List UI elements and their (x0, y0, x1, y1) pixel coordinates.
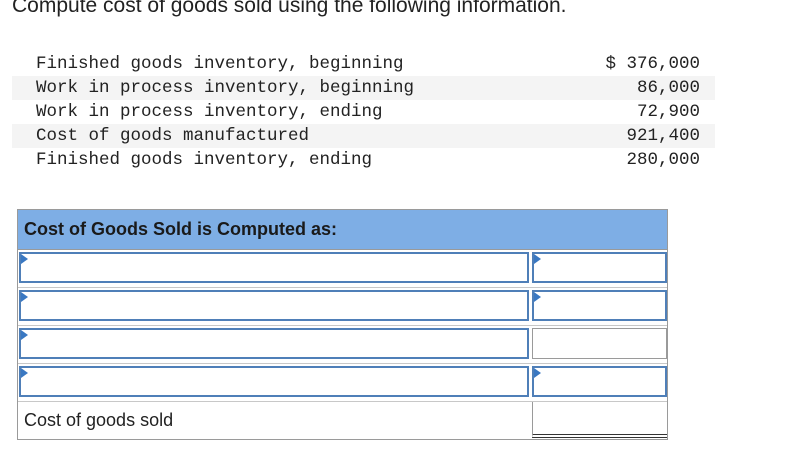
info-label: Work in process inventory, beginning (36, 78, 415, 98)
info-row: Finished goods inventory, beginning $ 376… (12, 52, 715, 76)
input-row (18, 250, 667, 288)
input-row (18, 326, 667, 364)
info-row: Cost of goods manufactured 921,400 (12, 124, 715, 148)
label-input[interactable] (19, 366, 529, 397)
amount-input[interactable] (532, 252, 667, 283)
info-label: Finished goods inventory, beginning (36, 54, 404, 74)
info-row: Work in process inventory, beginning 86,0… (12, 76, 715, 100)
info-row: Work in process inventory, ending 72,900 (12, 100, 715, 124)
marker (534, 292, 541, 302)
info-amount: 280,000 (626, 150, 700, 170)
worksheet: Cost of Goods Sold is Computed as: Cost … (17, 209, 668, 440)
marker (21, 330, 28, 340)
info-label: Cost of goods manufactured (36, 126, 310, 146)
total-row: Cost of goods sold (18, 402, 667, 439)
input-row (18, 288, 667, 326)
info-amount: 921,400 (626, 126, 700, 146)
worksheet-header: Cost of Goods Sold is Computed as: (18, 210, 667, 250)
marker (21, 292, 28, 302)
info-amount: 72,900 (636, 102, 700, 122)
marker (534, 368, 541, 378)
label-input[interactable] (19, 290, 529, 321)
label-input[interactable] (19, 328, 529, 359)
info-table: Finished goods inventory, beginning $ 376… (12, 52, 715, 172)
marker (21, 254, 28, 264)
amount-input[interactable] (532, 290, 667, 321)
amount-input[interactable] (532, 328, 667, 359)
label-input[interactable] (19, 252, 529, 283)
marker (534, 254, 541, 264)
amount-input[interactable] (532, 366, 667, 397)
info-amount: $ 376,000 (605, 54, 700, 74)
info-label: Finished goods inventory, ending (36, 150, 373, 170)
input-row (18, 364, 667, 402)
total-label: Cost of goods sold (24, 410, 174, 430)
marker (21, 368, 28, 378)
info-row: Finished goods inventory, ending 280,000 (12, 148, 715, 172)
total-input[interactable] (532, 402, 667, 438)
info-amount: 86,000 (636, 78, 700, 98)
question: Compute cost of goods sold using the fol… (12, 0, 567, 17)
info-label: Work in process inventory, ending (36, 102, 383, 122)
